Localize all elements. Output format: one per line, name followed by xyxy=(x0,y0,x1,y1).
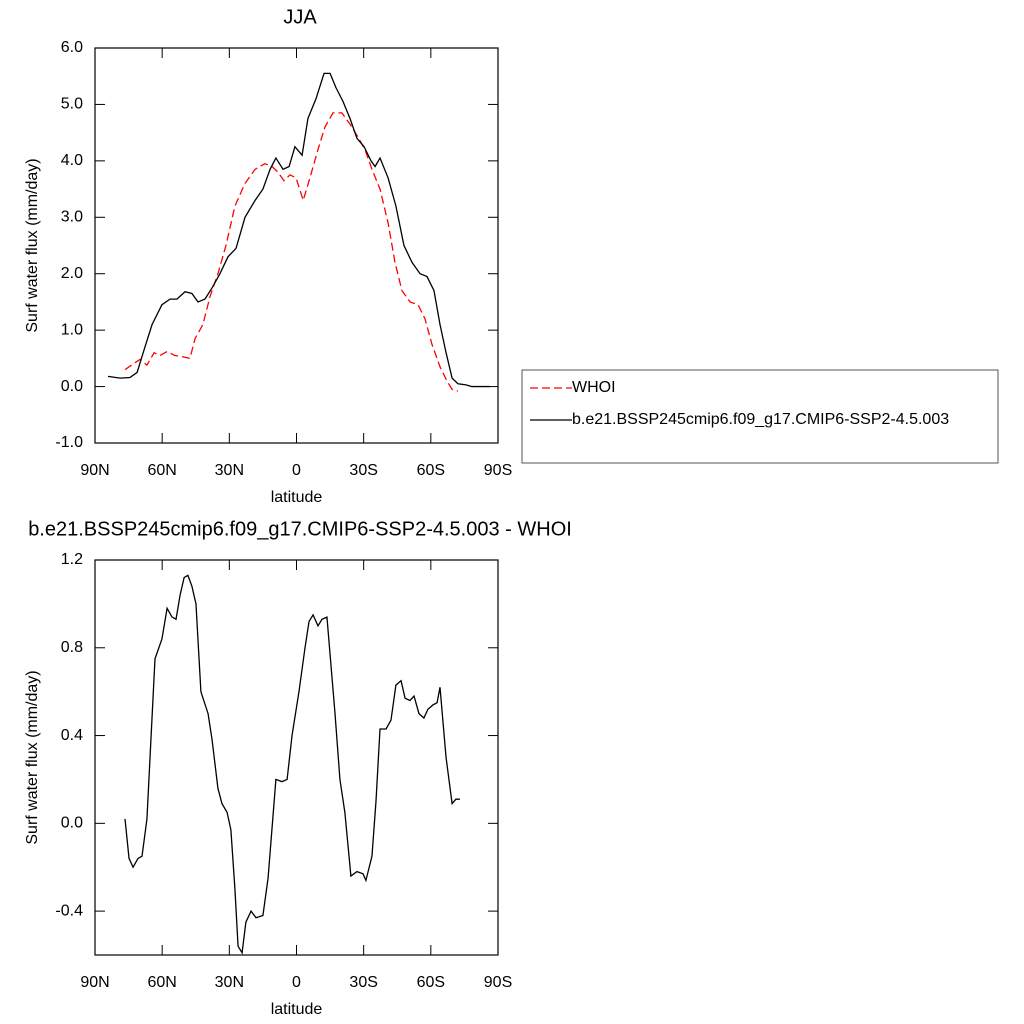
y-tick-label: 6.0 xyxy=(61,39,83,56)
legend-label: WHOI xyxy=(572,379,616,396)
x-tick-label: 60S xyxy=(417,462,445,479)
x-axis-label: latitude xyxy=(271,489,323,506)
y-tick-label: -1.0 xyxy=(55,434,83,451)
data-line xyxy=(107,72,490,388)
y-tick-label: 0.0 xyxy=(61,815,83,832)
y-tick-label: 5.0 xyxy=(61,96,83,113)
x-tick-label: 30N xyxy=(215,462,244,479)
y-tick-label: 0.4 xyxy=(61,727,83,744)
y-tick-label: 4.0 xyxy=(61,152,83,169)
x-tick-label: 90N xyxy=(80,974,109,991)
y-axis-label: Surf water flux (mm/day) xyxy=(24,670,41,844)
x-tick-label: 0 xyxy=(292,462,301,479)
x-tick-label: 30S xyxy=(349,974,377,991)
legend-box xyxy=(521,369,999,464)
x-tick-label: 90S xyxy=(484,462,512,479)
y-tick-label: 2.0 xyxy=(61,265,83,282)
data-line xyxy=(124,574,460,955)
chart-title: JJA xyxy=(283,6,317,28)
x-tick-label: 0 xyxy=(292,974,301,991)
x-tick-label: 30N xyxy=(215,974,244,991)
y-axis-label: Surf water flux (mm/day) xyxy=(24,158,41,332)
y-tick-label: 0.8 xyxy=(61,639,83,656)
x-tick-label: 60N xyxy=(147,974,176,991)
plot-frame xyxy=(94,47,499,444)
x-axis-label: latitude xyxy=(271,1001,323,1018)
y-tick-label: -0.4 xyxy=(55,902,83,919)
x-tick-label: 30S xyxy=(349,462,377,479)
x-tick-label: 90N xyxy=(80,462,109,479)
x-tick-label: 60S xyxy=(417,974,445,991)
plot-frame xyxy=(94,559,499,956)
x-tick-label: 60N xyxy=(147,462,176,479)
legend-label: b.e21.BSSP245cmip6.f09_g17.CMIP6-SSP2-4.… xyxy=(572,411,949,428)
data-line xyxy=(124,112,459,392)
y-tick-label: 3.0 xyxy=(61,209,83,226)
y-tick-label: 1.2 xyxy=(61,551,83,568)
chart-title: b.e21.BSSP245cmip6.f09_g17.CMIP6-SSP2-4.… xyxy=(28,518,572,540)
x-tick-label: 90S xyxy=(484,974,512,991)
y-tick-label: 0.0 xyxy=(61,378,83,395)
y-tick-label: 1.0 xyxy=(61,321,83,338)
